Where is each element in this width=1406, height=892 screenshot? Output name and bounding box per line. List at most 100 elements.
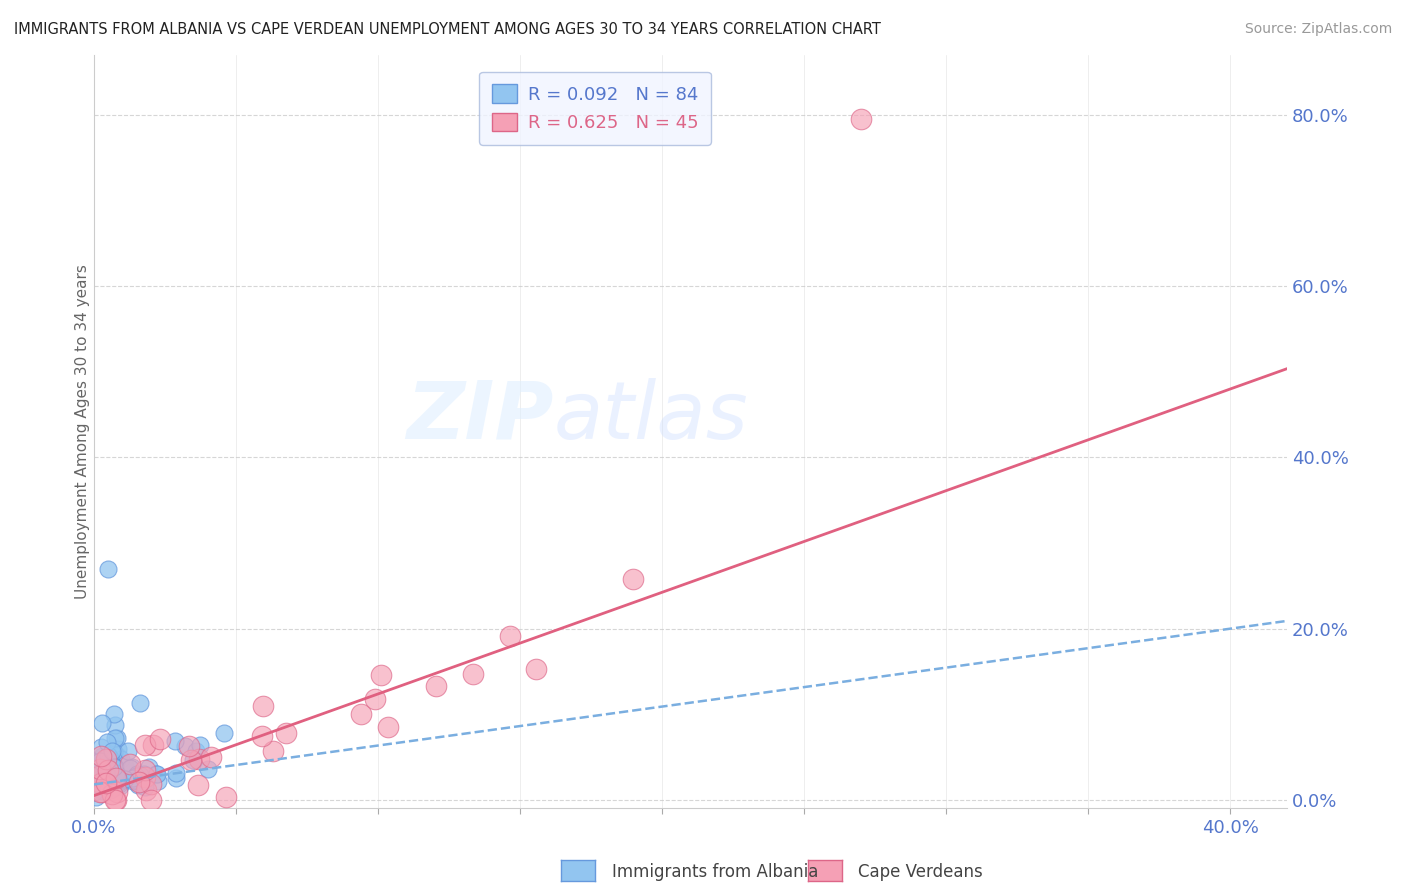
- Point: [129, 696, 152, 710]
- Point: [621, 572, 644, 586]
- Point: [86, 790, 108, 805]
- Point: [276, 726, 298, 740]
- Point: [145, 767, 167, 781]
- Point: [90, 785, 112, 799]
- Point: [101, 744, 124, 758]
- Text: Cape Verdeans: Cape Verdeans: [858, 863, 983, 881]
- Point: [103, 768, 125, 782]
- Point: [110, 752, 132, 766]
- Point: [127, 779, 149, 793]
- Point: [97, 763, 120, 777]
- Point: [105, 785, 128, 799]
- Point: [103, 793, 125, 807]
- Point: [129, 768, 152, 782]
- Point: [89, 762, 111, 776]
- Point: [94, 773, 117, 788]
- Point: [134, 770, 156, 784]
- Point: [142, 738, 165, 752]
- Point: [139, 793, 162, 807]
- Point: [114, 772, 136, 787]
- Point: [138, 760, 160, 774]
- Point: [104, 766, 127, 780]
- Point: [97, 562, 120, 576]
- Point: [141, 777, 163, 791]
- Point: [94, 766, 117, 780]
- Y-axis label: Unemployment Among Ages 30 to 34 years: Unemployment Among Ages 30 to 34 years: [76, 264, 90, 599]
- Point: [89, 754, 111, 768]
- Point: [252, 698, 274, 713]
- Legend: R = 0.092   N = 84, R = 0.625   N = 45: R = 0.092 N = 84, R = 0.625 N = 45: [479, 71, 711, 145]
- Point: [101, 780, 124, 795]
- Text: Immigrants from Albania: Immigrants from Albania: [612, 863, 818, 881]
- Point: [103, 760, 125, 774]
- Point: [90, 776, 112, 790]
- Point: [165, 772, 187, 786]
- Point: [86, 784, 108, 798]
- Point: [108, 773, 131, 788]
- Point: [84, 777, 107, 791]
- Point: [124, 773, 146, 788]
- Point: [181, 753, 204, 767]
- Point: [105, 793, 128, 807]
- Point: [83, 785, 105, 799]
- Point: [129, 770, 152, 784]
- Point: [108, 777, 131, 791]
- Point: [101, 758, 124, 772]
- Point: [103, 778, 125, 792]
- Text: IMMIGRANTS FROM ALBANIA VS CAPE VERDEAN UNEMPLOYMENT AMONG AGES 30 TO 34 YEARS C: IMMIGRANTS FROM ALBANIA VS CAPE VERDEAN …: [14, 22, 882, 37]
- Point: [250, 729, 273, 743]
- Point: [105, 771, 128, 785]
- Point: [134, 780, 156, 794]
- Point: [461, 667, 484, 681]
- Point: [350, 706, 373, 721]
- Point: [91, 784, 114, 798]
- Point: [105, 731, 128, 745]
- Point: [84, 757, 107, 772]
- Point: [177, 739, 200, 753]
- Point: [101, 787, 124, 801]
- Point: [96, 752, 118, 766]
- Point: [91, 715, 114, 730]
- Point: [97, 748, 120, 763]
- Text: atlas: atlas: [554, 377, 748, 456]
- Point: [134, 738, 156, 752]
- Point: [90, 748, 112, 763]
- Point: [87, 768, 110, 782]
- Point: [163, 734, 186, 748]
- Point: [107, 742, 129, 756]
- Point: [148, 774, 170, 789]
- Point: [87, 777, 110, 791]
- Point: [86, 764, 108, 779]
- Point: [132, 766, 155, 780]
- Point: [104, 731, 127, 745]
- Point: [127, 766, 149, 780]
- Point: [110, 779, 132, 793]
- Point: [499, 629, 522, 643]
- Point: [174, 739, 197, 754]
- Point: [262, 744, 284, 758]
- Point: [96, 735, 118, 749]
- Point: [98, 780, 121, 795]
- Point: [121, 760, 143, 774]
- Point: [93, 775, 115, 789]
- Point: [98, 773, 121, 788]
- Point: [96, 778, 118, 792]
- Point: [212, 726, 235, 740]
- Point: [364, 692, 387, 706]
- Point: [187, 778, 209, 792]
- Point: [105, 775, 128, 789]
- Point: [377, 720, 399, 734]
- Point: [118, 756, 141, 771]
- Point: [103, 707, 125, 722]
- Point: [98, 751, 121, 765]
- Point: [165, 766, 187, 780]
- Point: [101, 766, 124, 780]
- Point: [97, 775, 120, 789]
- Text: Source: ZipAtlas.com: Source: ZipAtlas.com: [1244, 22, 1392, 37]
- Point: [120, 761, 142, 775]
- Point: [117, 744, 139, 758]
- Point: [149, 731, 172, 746]
- Point: [90, 739, 112, 754]
- Point: [111, 771, 134, 785]
- Point: [107, 749, 129, 764]
